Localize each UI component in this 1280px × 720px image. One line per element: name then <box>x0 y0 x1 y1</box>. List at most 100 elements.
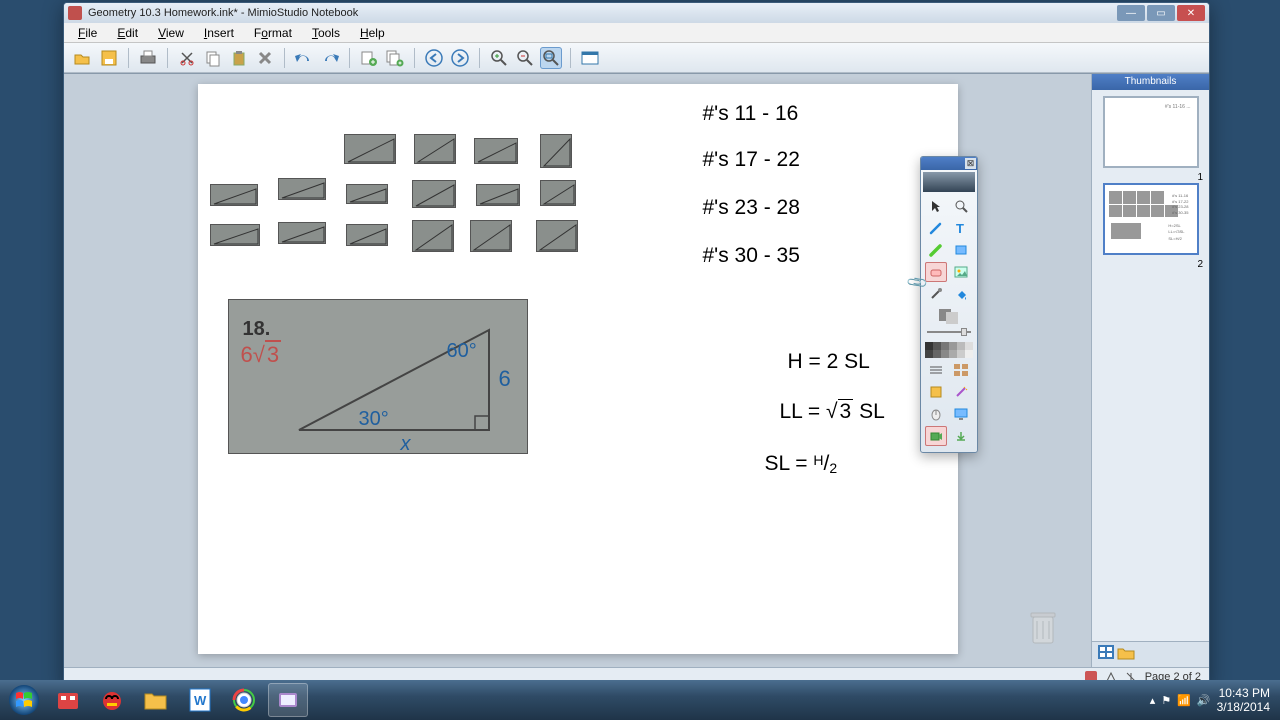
menu-format[interactable]: Format <box>246 24 300 42</box>
mini-thumb[interactable] <box>474 138 518 164</box>
zoom-out-icon[interactable] <box>514 47 536 69</box>
tray-network-icon[interactable]: 📶 <box>1177 694 1191 707</box>
next-page-icon[interactable] <box>449 47 471 69</box>
taskbar-explorer[interactable] <box>136 683 176 717</box>
view-grid-icon[interactable] <box>1098 645 1114 664</box>
prev-page-icon[interactable] <box>423 47 445 69</box>
cut-icon[interactable] <box>176 47 198 69</box>
titlebar: Geometry 10.3 Homework.ink* - MimioStudi… <box>64 3 1209 23</box>
mini-thumb[interactable] <box>210 184 258 206</box>
note-line-3: #'s 23 - 28 <box>703 196 800 220</box>
mini-thumb[interactable] <box>540 180 576 206</box>
start-button[interactable] <box>2 682 46 718</box>
mini-thumb[interactable] <box>536 220 578 252</box>
app-icon <box>68 6 82 20</box>
mini-thumb[interactable] <box>412 220 454 252</box>
wizard-tool-icon[interactable] <box>950 382 972 402</box>
zoom-tool-icon[interactable] <box>950 196 972 216</box>
line-style-icon[interactable] <box>925 360 947 380</box>
mouse-tool-icon[interactable] <box>925 404 947 424</box>
color-grid-icon[interactable] <box>925 342 973 358</box>
fullscreen-icon[interactable] <box>579 47 601 69</box>
angle-60: 60° <box>447 340 477 363</box>
redo-icon[interactable] <box>319 47 341 69</box>
thumbnail-1[interactable]: #'s 11-16 ... <box>1103 96 1199 168</box>
mini-thumb[interactable] <box>278 222 326 244</box>
note-line-2: #'s 17 - 22 <box>703 148 800 172</box>
palette-titlebar[interactable]: ⊠ <box>921 157 977 170</box>
insert-image-icon[interactable] <box>950 262 972 282</box>
thickness-slider[interactable] <box>927 328 971 336</box>
zoom-fit-icon[interactable] <box>540 47 562 69</box>
mini-thumb[interactable] <box>344 134 396 164</box>
open-icon[interactable] <box>72 47 94 69</box>
app-window: Geometry 10.3 Homework.ink* - MimioStudi… <box>63 2 1210 686</box>
system-tray[interactable]: ▴ ⚑ 📶 🔊 10:43 PM 3/18/2014 <box>1142 686 1278 715</box>
desktop: Geometry 10.3 Homework.ink* - MimioStudi… <box>0 0 1280 720</box>
pointer-tool-icon[interactable] <box>925 196 947 216</box>
undo-icon[interactable] <box>293 47 315 69</box>
color-swatch-icon[interactable] <box>937 306 961 326</box>
eyedropper-tool-icon[interactable] <box>925 284 947 304</box>
taskbar-word[interactable]: W <box>180 683 220 717</box>
save-icon[interactable] <box>98 47 120 69</box>
taskbar-app-2[interactable] <box>92 683 132 717</box>
left-side-label: 6√3 <box>241 342 282 368</box>
tray-show-hidden-icon[interactable]: ▴ <box>1150 694 1156 707</box>
mini-thumb[interactable] <box>346 184 388 204</box>
mini-thumb[interactable] <box>278 178 326 200</box>
taskbar-app-1[interactable] <box>48 683 88 717</box>
print-icon[interactable] <box>137 47 159 69</box>
menu-tools[interactable]: Tools <box>304 24 348 42</box>
screen-tool-icon[interactable] <box>950 404 972 424</box>
export-tool-icon[interactable] <box>950 426 972 446</box>
taskbar-mimio[interactable] <box>268 683 308 717</box>
palette-preview <box>923 172 975 192</box>
menu-help[interactable]: Help <box>352 24 393 42</box>
apps-tool-icon[interactable] <box>925 382 947 402</box>
menu-insert[interactable]: Insert <box>196 24 242 42</box>
maximize-button[interactable]: ▭ <box>1147 5 1175 21</box>
tray-volume-icon[interactable]: 🔊 <box>1197 694 1211 707</box>
mini-thumb[interactable] <box>412 180 456 208</box>
taskbar: W ▴ ⚑ 📶 🔊 10:43 PM 3/18/2014 <box>0 680 1280 720</box>
paste-icon[interactable] <box>228 47 250 69</box>
note-line-4: #'s 30 - 35 <box>703 244 800 268</box>
tools-palette[interactable]: ⊠ T <box>920 156 978 453</box>
page: #'s 11 - 16 #'s 17 - 22 #'s 23 - 28 #'s … <box>198 84 958 654</box>
zoom-in-icon[interactable] <box>488 47 510 69</box>
mini-thumb[interactable] <box>470 220 512 252</box>
taskbar-browser[interactable] <box>224 683 264 717</box>
text-tool-icon[interactable]: T <box>950 218 972 238</box>
mini-thumb[interactable] <box>346 224 388 246</box>
fill-tool-icon[interactable] <box>950 284 972 304</box>
mini-thumb[interactable] <box>540 134 572 168</box>
thumbnail-1-number: 1 <box>1096 172 1205 183</box>
mini-thumb[interactable] <box>476 184 520 206</box>
equation-1: H = 2 SL <box>788 350 870 374</box>
copy-icon[interactable] <box>202 47 224 69</box>
gallery-icon[interactable] <box>950 360 972 380</box>
thumbnail-2[interactable]: #'s 11-16#'s 17-22#'s 23-28#'s 30-35 H=2… <box>1103 183 1199 255</box>
pen-tool-icon[interactable] <box>925 218 947 238</box>
menu-file[interactable]: File <box>70 24 105 42</box>
delete-icon[interactable] <box>254 47 276 69</box>
palette-close-icon[interactable]: ⊠ <box>965 158 976 169</box>
highlighter-tool-icon[interactable] <box>925 240 947 260</box>
duplicate-page-icon[interactable] <box>384 47 406 69</box>
tray-flag-icon[interactable]: ⚑ <box>1161 694 1171 707</box>
mini-thumb[interactable] <box>210 224 260 246</box>
trash-icon[interactable] <box>1028 609 1058 645</box>
record-tool-icon[interactable] <box>925 426 947 446</box>
minimize-button[interactable]: — <box>1117 5 1145 21</box>
thumbnails-header: Thumbnails <box>1092 74 1209 90</box>
view-folder-icon[interactable] <box>1118 646 1134 664</box>
eraser-tool-icon[interactable] <box>925 262 947 282</box>
menu-view[interactable]: View <box>150 24 192 42</box>
menu-edit[interactable]: Edit <box>109 24 146 42</box>
close-button[interactable]: ✕ <box>1177 5 1205 21</box>
taskbar-clock[interactable]: 10:43 PM 3/18/2014 <box>1217 686 1270 715</box>
new-page-icon[interactable] <box>358 47 380 69</box>
shape-tool-icon[interactable] <box>950 240 972 260</box>
mini-thumb[interactable] <box>414 134 456 164</box>
